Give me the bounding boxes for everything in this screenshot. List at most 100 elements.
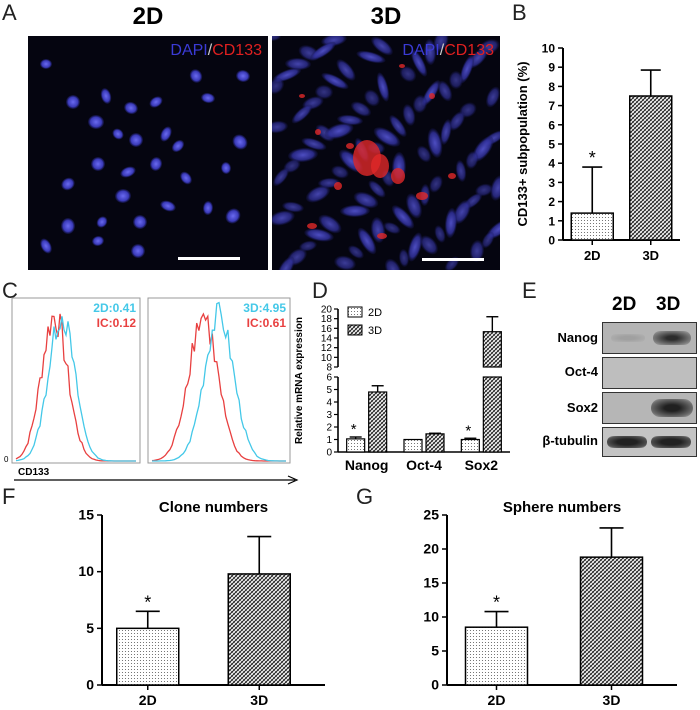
wb-strip-beta-tubulin (602, 427, 697, 457)
chart-f-xtick-label-3d: 3D (250, 692, 268, 708)
nucleus-3d-49 (299, 240, 317, 252)
wb-label-oct4: Oct-4 (564, 364, 598, 379)
chart-g-xtick-label-3d: 3D (603, 692, 621, 708)
wb-label-sox2: Sox2 (566, 400, 598, 415)
chart-d-bar-oct-4-2d (403, 438, 423, 453)
nucleus-3d-87 (490, 175, 500, 201)
chart-d-ytick-label-6: 6 (326, 373, 332, 384)
wb-band-tubulin-3d (651, 436, 691, 448)
nucleus-2d-24 (225, 208, 241, 224)
flow-y-zero: 0 (4, 455, 9, 464)
cd133-signal-3d (299, 64, 456, 239)
micrograph-3d: DAPI/CD133 (272, 36, 500, 270)
chart-b: 0 1 2 3 4 5 6 7 8 9 10 CD133+ subpopulation (%) * 2D 3… (515, 42, 680, 263)
flow-curve-sample-2 (152, 301, 286, 462)
panel-letter-b: B (512, 0, 527, 25)
nucleus-3d-61 (481, 231, 495, 249)
nucleus-2d-20 (133, 214, 148, 229)
nucleus-2d-22 (61, 177, 75, 191)
stain-label-2d: DAPI/CD133 (170, 42, 262, 60)
nucleus-2d-2 (66, 95, 80, 109)
nucleus-3d-37 (348, 245, 364, 259)
chart-b-ytick-label-2: 2 (548, 195, 555, 209)
wb-label-beta-tubulin: β-tubulin (542, 433, 598, 448)
panel-letter-a: A (2, 0, 17, 25)
wb-strip-oct4 (602, 357, 697, 389)
nucleus-3d-17 (429, 175, 443, 193)
cd133-spot-3d-7 (334, 182, 342, 190)
chart-b-sig-2d: * (589, 148, 596, 168)
nucleus-3d-64 (410, 49, 428, 77)
panel-letter-c: C (2, 278, 18, 303)
nucleus-2d-19 (96, 216, 108, 228)
nucleus-3d-23 (285, 57, 311, 71)
chart-b-bar-3d (629, 95, 673, 241)
chart-b-ytick-label-7: 7 (548, 99, 555, 113)
chart-b-ytick-label-0: 0 (548, 234, 555, 248)
nucleus-3d-68 (391, 205, 415, 229)
cd133-spot-3d-9 (399, 64, 405, 68)
panel-letter-g: G (356, 484, 374, 509)
chart-b-ytick-label-6: 6 (548, 118, 555, 132)
flow-label-ic-1: IC:0.12 (97, 316, 137, 330)
micrograph-title-3d: 3D (370, 3, 402, 30)
chart-d-ytick-label-0: 0 (326, 448, 332, 459)
chart-d-bar-oct-4-3d (425, 433, 445, 453)
chart-d-ytick-label-20: 20 (321, 305, 333, 316)
nucleus-2d-13 (220, 162, 232, 174)
nucleus-3d-74 (486, 86, 500, 108)
stain-cd133-2d: CD133 (212, 42, 262, 59)
chart-g-bar-2d (464, 626, 529, 686)
nucleus-3d-39 (453, 200, 471, 224)
chart-d-xtick-label-oct-4: Oct-4 (406, 457, 442, 473)
nucleus-2d-16 (149, 157, 163, 171)
wb-lane-3d: 3D (656, 294, 681, 315)
nucleus-2d-7 (112, 128, 124, 140)
nucleus-3d-27 (272, 210, 295, 226)
cd133-spot-3d-12 (377, 233, 387, 239)
chart-f-title: Clone numbers (159, 499, 268, 516)
nucleus-3d-54 (334, 255, 356, 270)
nucleus-3d-72 (373, 127, 401, 147)
nucleus-3d-82 (455, 160, 467, 182)
chart-d-bar-nanog-2d (346, 438, 366, 453)
chart-d-ytick-label-5: 5 (326, 385, 332, 396)
wb-strip-sox2 (602, 392, 697, 424)
nucleus-2d-8 (129, 133, 143, 147)
chart-d-xtick-label-sox2: Sox2 (465, 457, 499, 473)
cd133-spot-3d-4 (346, 143, 354, 149)
nucleus-2d-12 (232, 134, 248, 150)
nucleus-3d-52 (459, 54, 475, 84)
wb-lane-2d: 2D (612, 294, 637, 315)
nuclei-3d (272, 36, 500, 270)
flow-curve-sample-1 (15, 316, 136, 462)
nucleus-2d-6 (88, 114, 104, 130)
nucleus-3d-70 (273, 167, 289, 187)
chart-d-ytick-label-4: 4 (326, 398, 332, 409)
flow-label-ic-2: IC:0.61 (247, 316, 287, 330)
nucleus-2d-10 (189, 69, 203, 83)
flow-xlabel: CD133 (18, 467, 50, 478)
flow-x-arrow-head (287, 475, 299, 485)
nucleus-2d-23 (202, 201, 214, 215)
wb-band-nanog-3d (653, 331, 691, 345)
nucleus-3d-20 (357, 227, 377, 255)
chart-b-xtick-label-2d: 2D (584, 248, 601, 263)
chart-f-ytick-label-0: 0 (86, 677, 94, 693)
stain-dapi-2d: DAPI (170, 42, 208, 59)
chart-d-ytick-label-2: 2 (326, 423, 332, 434)
flow-curve-ic-2 (151, 312, 286, 462)
micrograph-2d: DAPI/CD133 (28, 36, 268, 270)
nucleus-2d-14 (91, 157, 105, 171)
nucleus-3d-16 (376, 72, 390, 102)
nucleus-3d-21 (412, 95, 428, 113)
nucleus-3d-30 (433, 36, 449, 52)
chart-d-xtick-label-nanog: Nanog (345, 457, 389, 473)
chart-f-ytick-label-15: 15 (78, 507, 94, 523)
cd133-spot-3d-10 (315, 129, 321, 135)
nucleus-3d-25 (398, 249, 410, 267)
panel-letter-e: E (522, 278, 537, 303)
chart-g: Sphere numbers 0 5 10 15 20 25 * 2D 3D (423, 499, 677, 708)
panel-letter-f: F (2, 484, 16, 509)
